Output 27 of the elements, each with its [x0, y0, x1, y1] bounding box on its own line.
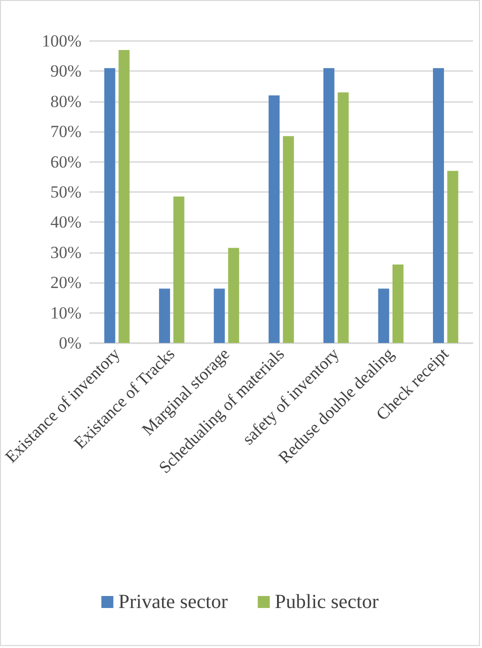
- y-tick-label: 60%: [50, 152, 82, 172]
- bar: [173, 196, 184, 343]
- legend-label: Private sector: [118, 591, 228, 613]
- y-tick-label: 90%: [50, 62, 82, 81]
- y-tick-label: 50%: [50, 182, 82, 202]
- y-tick-label: 100%: [42, 32, 82, 50]
- y-tick-label: 70%: [50, 122, 82, 142]
- bar: [214, 288, 225, 343]
- bar: [447, 170, 458, 343]
- y-tick-label: 30%: [50, 242, 82, 262]
- bar: [104, 68, 116, 343]
- y-tick-label: 40%: [50, 212, 82, 232]
- bar: [338, 92, 349, 343]
- y-tick-label: 20%: [50, 273, 82, 292]
- bar: [268, 95, 280, 343]
- legend-label: Public sector: [274, 591, 379, 613]
- bar: [159, 288, 170, 343]
- bar: [118, 50, 130, 343]
- bar: [228, 248, 240, 343]
- bar: [378, 288, 390, 343]
- bar: [392, 264, 404, 343]
- y-tick-label: 80%: [50, 92, 82, 111]
- y-tick-label: 10%: [50, 303, 82, 322]
- y-tick-label: 0%: [58, 334, 82, 352]
- bar: [432, 68, 444, 343]
- bar: [282, 136, 294, 343]
- bar: [323, 68, 334, 343]
